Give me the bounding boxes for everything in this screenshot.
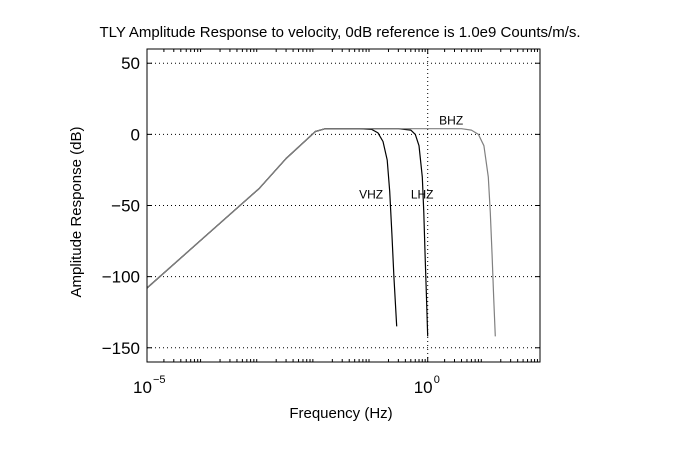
x-tick-label: 10 0 [414,374,440,397]
series-line-bhz [146,128,496,337]
y-tick-label: 50 [121,54,140,73]
x-tick-base: 10 [414,378,433,397]
series-line-vhz [146,128,398,327]
x-tick-base: 10 [133,378,152,397]
series-label-lhz: LHZ [411,187,434,201]
series-labels: VHZ LHZ BHZ [359,113,463,201]
series-label-bhz: BHZ [439,113,463,127]
series-label-vhz: VHZ [359,187,383,201]
x-tick-exponent: 0 [434,374,440,386]
series-line-lhz [146,128,429,337]
y-axis-label: Amplitude Response (dB) [68,127,85,298]
series-lines [146,128,496,337]
y-tick-label: −150 [102,339,140,358]
x-tick-exponent: −5 [153,374,166,386]
y-tick-label: −50 [111,197,140,216]
chart-title: TLY Amplitude Response to velocity, 0dB … [99,24,580,41]
x-axis-label: Frequency (Hz) [289,405,392,422]
y-tick-label: −100 [102,268,140,287]
y-tick-label: 0 [131,125,140,144]
grid-lines [146,49,540,362]
x-tick-label: 10 −5 [133,374,166,397]
